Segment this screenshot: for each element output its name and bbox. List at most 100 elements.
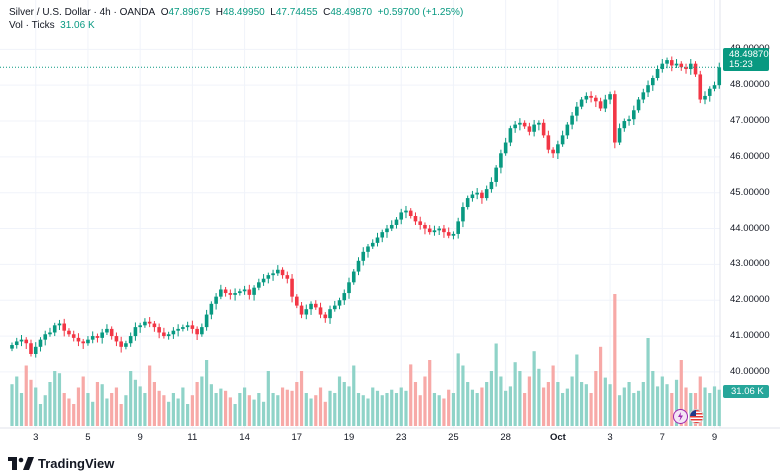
volume-bar: [589, 393, 593, 426]
volume-bar: [655, 386, 660, 426]
volume-bar: [162, 395, 166, 426]
volume-bar: [646, 338, 650, 426]
candle-body: [432, 230, 437, 233]
candle-body: [688, 63, 693, 70]
candle-body: [261, 278, 266, 283]
time-tick-label: 3: [607, 432, 613, 443]
candle-body: [499, 153, 503, 168]
tradingview-logo-icon: [8, 457, 34, 470]
candle-body: [717, 67, 722, 86]
candle-body: [209, 303, 214, 315]
candle-body: [290, 278, 294, 297]
candle-body: [48, 332, 52, 335]
candle-body: [594, 97, 598, 102]
candle-body: [399, 212, 404, 220]
volume-bar: [91, 401, 95, 426]
candle-body: [24, 339, 29, 344]
volume-bar: [413, 382, 418, 426]
candle-body: [442, 228, 446, 233]
candle-body: [404, 210, 408, 213]
candle-body: [641, 92, 646, 100]
volume-bar: [584, 384, 588, 426]
volume-bar: [523, 393, 527, 426]
candle-body: [465, 198, 470, 208]
volume-bar: [466, 382, 470, 426]
volume-bar: [290, 390, 294, 426]
candle-body: [632, 110, 636, 120]
candle-body: [627, 119, 631, 122]
volume-bar: [394, 393, 399, 426]
candle-body: [86, 339, 90, 344]
candle-body: [546, 135, 551, 150]
candle-body: [67, 330, 71, 335]
volume-bar: [461, 365, 465, 426]
volume-bar: [252, 399, 256, 426]
candle-body: [295, 296, 299, 306]
volume-bar: [152, 382, 156, 426]
volume-bar: [247, 395, 251, 426]
volume-bar: [200, 376, 204, 426]
volume-bar: [124, 395, 128, 426]
lightning-icon[interactable]: [673, 409, 688, 424]
time-tick-label: 25: [448, 432, 459, 443]
candle-body: [389, 224, 394, 229]
price-tick-label: 44.00000: [730, 222, 770, 234]
candle-body: [532, 124, 536, 132]
candle-body: [81, 341, 85, 344]
tradingview-logo[interactable]: TradingView: [8, 456, 114, 471]
candle-body: [408, 210, 413, 216]
us-flag-icon[interactable]: [689, 409, 704, 424]
volume-bar: [105, 398, 109, 426]
volume-bar: [603, 377, 607, 426]
candle-body: [280, 269, 285, 276]
volume-bar: [38, 404, 43, 426]
volume-bar: [181, 387, 185, 426]
candle-body: [195, 328, 199, 335]
volume-bar: [133, 379, 138, 426]
open-value: 47.89675: [168, 7, 211, 18]
volume-bar: [19, 393, 24, 426]
candle-body: [10, 345, 14, 349]
volume-bar: [176, 398, 180, 426]
candle-body: [200, 327, 204, 335]
candle-body: [266, 275, 271, 279]
candle-body: [38, 339, 43, 347]
volume-bar: [233, 404, 237, 426]
tradingview-brand: TradingView: [38, 456, 115, 471]
candle-body: [337, 300, 342, 306]
candle-body: [361, 251, 366, 261]
volume-bar: [698, 376, 702, 426]
candle-body: [494, 167, 498, 182]
time-tick-label: 5: [85, 432, 91, 443]
price-tick-label: 40.00000: [730, 365, 770, 377]
symbol-title: Silver / U.S. Dollar · 4h · OANDA: [9, 7, 156, 18]
volume-label: Vol · Ticks: [9, 20, 55, 31]
volume-bar: [276, 395, 280, 426]
price-tick-label: 41.00000: [730, 330, 770, 342]
volume-bar: [542, 387, 546, 426]
volume-bar: [242, 387, 247, 426]
candle-body: [703, 95, 707, 100]
volume-bar: [679, 360, 683, 426]
candle-body: [185, 325, 190, 328]
volume-bar: [375, 390, 380, 426]
candle-body: [622, 121, 627, 129]
candle-body: [589, 95, 593, 98]
candle-body: [171, 330, 176, 335]
candle-body: [276, 269, 280, 274]
candle-body: [351, 271, 356, 283]
time-tick-label: Oct: [549, 432, 566, 443]
candle-body: [285, 275, 290, 279]
volume-bar: [314, 395, 318, 426]
volume-bar: [337, 376, 342, 426]
volume-bar: [546, 382, 550, 426]
volume-bar: [622, 387, 626, 426]
candle-body: [95, 336, 100, 338]
candle-body: [238, 291, 242, 294]
volume-bar: [456, 353, 460, 426]
candle-body: [437, 228, 441, 231]
volume-bar: [95, 382, 100, 426]
volume-bar: [171, 393, 175, 426]
